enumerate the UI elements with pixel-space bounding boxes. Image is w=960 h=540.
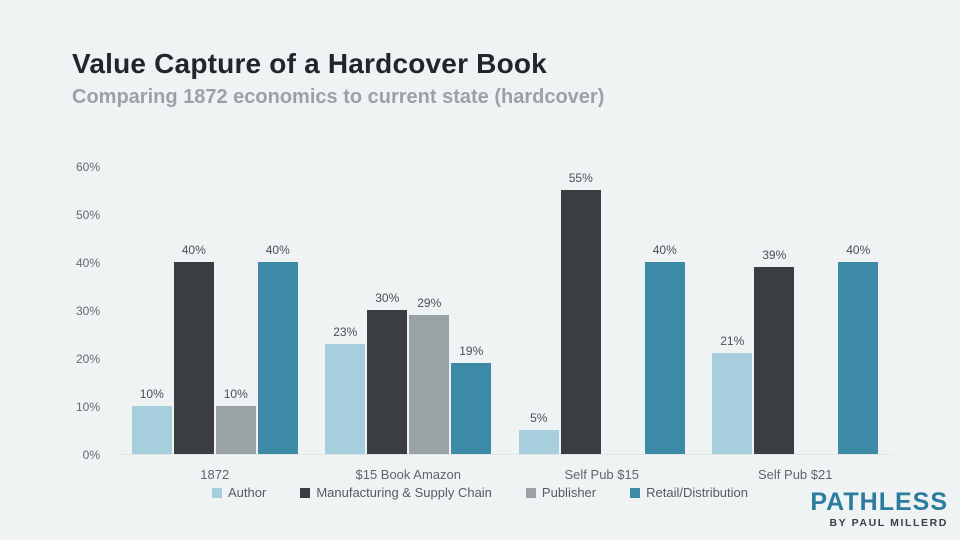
y-axis-tick-label: 20% bbox=[75, 352, 100, 366]
y-axis-tick-label: 40% bbox=[75, 256, 100, 270]
bar-value-label: 40% bbox=[846, 243, 871, 257]
y-axis-tick-label: 60% bbox=[75, 160, 100, 174]
bar-group: 5% 55% 40% Self Pub $15 bbox=[505, 167, 699, 482]
bar-value-label: 40% bbox=[652, 243, 677, 257]
legend-swatch-icon bbox=[525, 487, 536, 498]
plot-area: 10% 40% 10% 40% 1872 23% 30% 29% 19% $15 Book Ama… bbox=[118, 167, 893, 482]
bar-value-label: 40% bbox=[181, 243, 206, 257]
bar-value-label: 23% bbox=[333, 324, 358, 339]
y-axis-tick-label: 0% bbox=[82, 448, 100, 462]
bar: 40% bbox=[644, 243, 685, 454]
bar-group: 10% 40% 10% 40% 1872 bbox=[118, 167, 312, 482]
bar-chart: 0% 10% 20% 30% 40% 50% 60% 10% 40% 10% 40% 1872 23% 3… bbox=[72, 160, 893, 482]
bar: 55% bbox=[560, 171, 601, 454]
bar: 10% bbox=[131, 387, 172, 454]
page-title: Value Capture of a Hardcover Book bbox=[72, 48, 547, 79]
bar: 40% bbox=[838, 243, 879, 454]
legend-label: Author bbox=[228, 485, 267, 500]
legend-label: Retail/Distribution bbox=[646, 485, 748, 500]
bar-group: 23% 30% 29% 19% $15 Book Amazon bbox=[312, 167, 506, 482]
bar: 23% bbox=[325, 325, 366, 454]
bar: 5% bbox=[518, 411, 559, 454]
slide-header: Value Capture of a Hardcover Book Compar… bbox=[72, 48, 604, 109]
bar-value-label: 19% bbox=[459, 343, 484, 358]
x-axis-category-label: Self Pub $15 bbox=[564, 467, 639, 482]
legend-swatch-icon bbox=[630, 487, 641, 498]
bar-value-label: 21% bbox=[720, 334, 745, 349]
bar-group: 21% 39% 40% Self Pub $21 bbox=[699, 167, 893, 482]
bar-value-label: 40% bbox=[265, 243, 290, 257]
chart-legend: Author Manufacturing & Supply Chain Publis… bbox=[0, 485, 960, 500]
bar: 10% bbox=[215, 387, 256, 454]
bar: 29% bbox=[409, 296, 450, 454]
brand-byline: BY PAUL MILLERD bbox=[829, 516, 948, 529]
bar: 30% bbox=[367, 291, 408, 454]
legend-swatch-icon bbox=[212, 487, 222, 498]
x-axis-category-label: Self Pub $21 bbox=[758, 467, 833, 482]
bar-value-label: 10% bbox=[139, 387, 164, 401]
legend-item: Publisher bbox=[525, 485, 597, 500]
bar-value-label: 30% bbox=[375, 291, 400, 305]
legend-label: Manufacturing & Supply Chain bbox=[316, 485, 492, 500]
legend-swatch-icon bbox=[300, 487, 311, 498]
bar: 39% bbox=[754, 248, 795, 454]
x-axis-category-label: 1872 bbox=[200, 467, 230, 482]
bar-value-label: 39% bbox=[762, 247, 787, 262]
x-axis-category-label: $15 Book Amazon bbox=[355, 467, 462, 482]
legend-item: Manufacturing & Supply Chain bbox=[300, 485, 492, 500]
bar: 19% bbox=[451, 344, 492, 454]
brand-name: PATHLESS bbox=[810, 487, 948, 516]
bar-value-label: 55% bbox=[568, 171, 593, 185]
bar: 40% bbox=[257, 243, 298, 454]
bar-value-label: 10% bbox=[223, 387, 248, 401]
legend-item: Author bbox=[212, 485, 266, 500]
legend-item: Retail/Distribution bbox=[630, 485, 748, 500]
brand-logo: PATHLESS BY PAUL MILLERD bbox=[810, 487, 948, 529]
y-axis-tick-label: 50% bbox=[75, 208, 100, 222]
bar: 21% bbox=[712, 334, 753, 454]
page-subtitle: Comparing 1872 economics to current stat… bbox=[72, 86, 605, 108]
bar-value-label: 29% bbox=[417, 295, 442, 310]
bar: 40% bbox=[173, 243, 214, 454]
bar-value-label: 5% bbox=[530, 411, 548, 425]
y-axis-tick-label: 30% bbox=[75, 304, 100, 318]
legend-label: Publisher bbox=[541, 485, 597, 500]
y-axis-tick-label: 10% bbox=[75, 400, 100, 414]
